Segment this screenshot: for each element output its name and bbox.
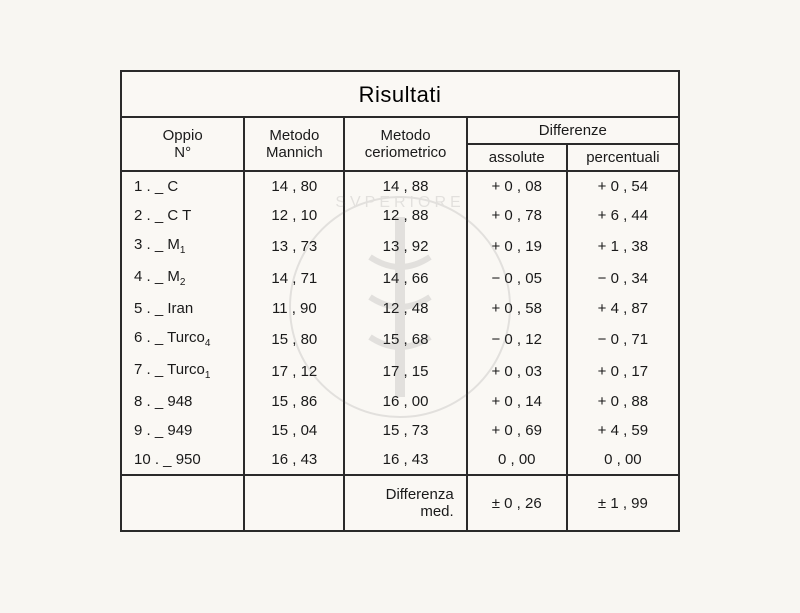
cell-pct: − 0 , 34 xyxy=(567,262,678,294)
header-mannich-top: Metodo xyxy=(269,127,319,144)
cell-oppio: 9 . _ 949 xyxy=(122,416,244,445)
cell-pct: + 0 , 88 xyxy=(567,387,678,416)
cell-pct: + 1 , 38 xyxy=(567,230,678,262)
table-row: 10 . _ 95016 , 4316 , 430 , 000 , 00 xyxy=(122,445,678,475)
table-row: 3 . _ M113 , 7313 , 92+ 0 , 19+ 1 , 38 xyxy=(122,230,678,262)
table-body: 1 . _ C14 , 8014 , 88+ 0 , 08+ 0 , 542 .… xyxy=(122,171,678,475)
cell-mannich: 15 , 86 xyxy=(244,387,344,416)
cell-abs: + 0 , 78 xyxy=(467,201,567,230)
cell-abs: + 0 , 14 xyxy=(467,387,567,416)
cell-mannich: 12 , 10 xyxy=(244,201,344,230)
cell-abs: + 0 , 19 xyxy=(467,230,567,262)
table-row: 5 . _ Iran11 , 9012 , 48+ 0 , 58+ 4 , 87 xyxy=(122,294,678,323)
cell-mannich: 15 , 80 xyxy=(244,323,344,355)
cell-oppio: 10 . _ 950 xyxy=(122,445,244,475)
cell-mannich: 17 , 12 xyxy=(244,355,344,387)
cell-abs: + 0 , 03 xyxy=(467,355,567,387)
cell-pct: − 0 , 71 xyxy=(567,323,678,355)
header-diff-abs: assolute xyxy=(467,144,567,171)
cell-pct: + 4 , 87 xyxy=(567,294,678,323)
cell-cerio: 12 , 48 xyxy=(344,294,466,323)
page: SVPERIORE Risultati Oppio N° Metodo xyxy=(0,0,800,613)
results-table: Oppio N° Metodo Mannich Metodo ceriometr… xyxy=(122,118,678,530)
table-row: 9 . _ 94915 , 0415 , 73+ 0 , 69+ 4 , 59 xyxy=(122,416,678,445)
table-row: 8 . _ 94815 , 8616 , 00+ 0 , 14+ 0 , 88 xyxy=(122,387,678,416)
footer-label: Differenza med. xyxy=(386,486,454,520)
cell-oppio: 4 . _ M2 xyxy=(122,262,244,294)
cell-cerio: 12 , 88 xyxy=(344,201,466,230)
table-row: 6 . _ Turco415 , 8015 , 68− 0 , 12− 0 , … xyxy=(122,323,678,355)
table-footer: Differenza med. ± 0 , 26 ± 1 , 99 xyxy=(122,475,678,530)
cell-oppio: 2 . _ C T xyxy=(122,201,244,230)
cell-mannich: 11 , 90 xyxy=(244,294,344,323)
table-title: Risultati xyxy=(122,72,678,118)
cell-oppio: 1 . _ C xyxy=(122,171,244,201)
cell-mannich: 14 , 71 xyxy=(244,262,344,294)
table-row: 4 . _ M214 , 7114 , 66− 0 , 05− 0 , 34 xyxy=(122,262,678,294)
header-cerio-top: Metodo xyxy=(381,127,431,144)
cell-cerio: 15 , 73 xyxy=(344,416,466,445)
cell-pct: + 0 , 17 xyxy=(567,355,678,387)
table-row: 2 . _ C T12 , 1012 , 88+ 0 , 78+ 6 , 44 xyxy=(122,201,678,230)
header-diff-pct: percentuali xyxy=(567,144,678,171)
table-header: Oppio N° Metodo Mannich Metodo ceriometr… xyxy=(122,118,678,171)
header-differenze: Differenze xyxy=(467,118,678,144)
footer-abs: ± 0 , 26 xyxy=(467,475,567,530)
cell-abs: − 0 , 05 xyxy=(467,262,567,294)
cell-mannich: 13 , 73 xyxy=(244,230,344,262)
cell-pct: + 0 , 54 xyxy=(567,171,678,201)
header-oppio-top: Oppio xyxy=(163,127,203,144)
cell-pct: + 4 , 59 xyxy=(567,416,678,445)
header-cerio-bottom: ceriometrico xyxy=(365,144,447,161)
cell-oppio: 6 . _ Turco4 xyxy=(122,323,244,355)
cell-abs: + 0 , 69 xyxy=(467,416,567,445)
cell-cerio: 13 , 92 xyxy=(344,230,466,262)
cell-pct: 0 , 00 xyxy=(567,445,678,475)
cell-cerio: 14 , 66 xyxy=(344,262,466,294)
cell-cerio: 15 , 68 xyxy=(344,323,466,355)
cell-pct: + 6 , 44 xyxy=(567,201,678,230)
cell-mannich: 14 , 80 xyxy=(244,171,344,201)
cell-abs: + 0 , 08 xyxy=(467,171,567,201)
cell-cerio: 17 , 15 xyxy=(344,355,466,387)
table-row: 1 . _ C14 , 8014 , 88+ 0 , 08+ 0 , 54 xyxy=(122,171,678,201)
cell-mannich: 15 , 04 xyxy=(244,416,344,445)
cell-cerio: 14 , 88 xyxy=(344,171,466,201)
cell-abs: 0 , 00 xyxy=(467,445,567,475)
cell-oppio: 3 . _ M1 xyxy=(122,230,244,262)
cell-oppio: 7 . _ Turco1 xyxy=(122,355,244,387)
cell-oppio: 5 . _ Iran xyxy=(122,294,244,323)
header-oppio-bottom: N° xyxy=(174,144,191,161)
footer-pct: ± 1 , 99 xyxy=(567,475,678,530)
cell-abs: + 0 , 58 xyxy=(467,294,567,323)
results-table-frame: Risultati Oppio N° Metodo Mannich xyxy=(120,70,680,532)
header-mannich-bottom: Mannich xyxy=(266,144,323,161)
table-row: 7 . _ Turco117 , 1217 , 15+ 0 , 03+ 0 , … xyxy=(122,355,678,387)
cell-abs: − 0 , 12 xyxy=(467,323,567,355)
cell-mannich: 16 , 43 xyxy=(244,445,344,475)
cell-cerio: 16 , 43 xyxy=(344,445,466,475)
cell-oppio: 8 . _ 948 xyxy=(122,387,244,416)
cell-cerio: 16 , 00 xyxy=(344,387,466,416)
